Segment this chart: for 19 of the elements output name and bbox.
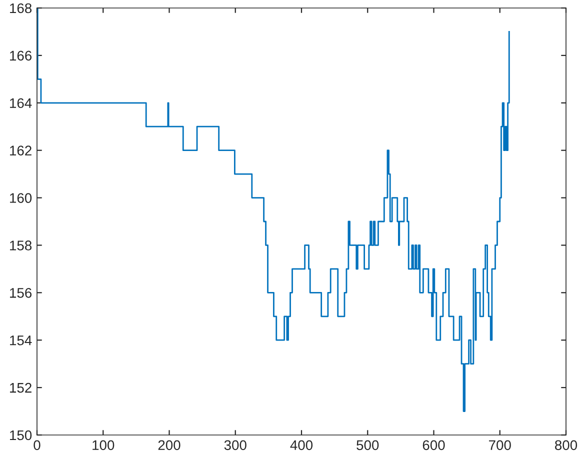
x-tick-label: 200 xyxy=(158,440,180,450)
y-tick-label: 162 xyxy=(10,146,32,156)
x-tick-label: 500 xyxy=(356,440,379,450)
x-tick-label: 700 xyxy=(489,440,511,450)
x-tick-label: 300 xyxy=(224,440,246,450)
y-tick-label: 150 xyxy=(10,430,32,440)
y-tick-label: 168 xyxy=(10,3,32,14)
y-tick-label: 164 xyxy=(10,98,32,108)
x-tick-label: 0 xyxy=(34,440,40,450)
y-tick-label: 158 xyxy=(10,240,32,250)
y-tick-label: 152 xyxy=(10,382,32,393)
y-tick-label: 166 xyxy=(10,50,32,61)
y-tick-label: 156 xyxy=(10,288,32,298)
x-tick-label: 100 xyxy=(92,440,114,450)
x-tick-label: 600 xyxy=(422,440,445,450)
x-tick-label: 400 xyxy=(290,440,313,450)
x-tick-label: 800 xyxy=(555,440,578,450)
y-tick-label: 160 xyxy=(10,193,32,203)
y-tick-label: 154 xyxy=(10,336,32,346)
